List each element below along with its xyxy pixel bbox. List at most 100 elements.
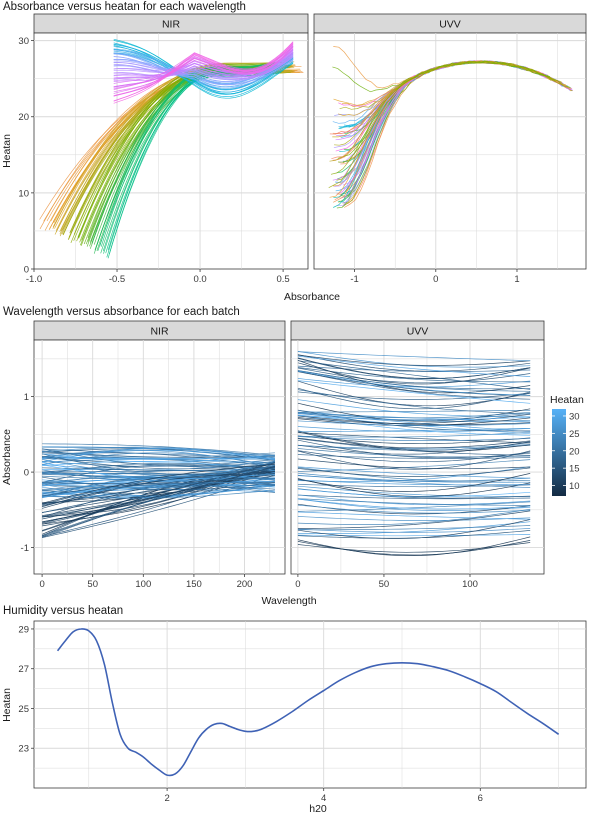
series-line: [297, 494, 531, 500]
series-line: [42, 475, 275, 481]
x-tick-label: 0: [39, 579, 44, 590]
series-line: [297, 370, 531, 400]
series-line: [113, 46, 294, 96]
series-line: [297, 367, 531, 383]
series-line: [42, 462, 275, 474]
x-axis-ticks: 0 50 100: [295, 574, 478, 590]
series-line: [113, 52, 294, 89]
x-axis-ticks: 0 50 100 150 200: [39, 574, 252, 590]
chart-3-title: Humidity versus heatan: [3, 605, 123, 617]
series-line: [42, 472, 275, 508]
x-tick-label: 1: [514, 274, 519, 285]
legend-title: Heatan: [550, 394, 584, 406]
x-tick-label: 100: [135, 579, 151, 590]
x-tick-label: 50: [379, 579, 390, 590]
series-line: [42, 470, 275, 486]
series-line: [337, 60, 556, 163]
series-line: [297, 475, 531, 483]
chart-1-facet-nir: NIR -1.0 -0.5 0.0 0.5 0 10 20 30: [18, 13, 309, 285]
series-line: [113, 43, 294, 104]
legend-ticks: 30 25 20 15 10: [552, 411, 580, 492]
series-line: [297, 415, 531, 426]
y-tick-label: 0: [24, 468, 29, 479]
x-tick-label: 50: [87, 579, 98, 590]
series-line: [42, 448, 275, 462]
x-tick-label: 6: [478, 793, 483, 804]
series-line: [297, 488, 531, 498]
series-line: [297, 525, 531, 531]
series-line: [330, 60, 570, 175]
series-line: [297, 473, 531, 492]
series-line: [41, 473, 275, 536]
series-line: [297, 521, 531, 534]
series-line: [42, 485, 275, 491]
series-line: [297, 431, 531, 438]
chart-2-y-axis-label: Absorbance: [1, 429, 13, 485]
series-line: [297, 351, 531, 362]
legend-colorbar: [552, 409, 566, 496]
series-line: [297, 430, 531, 451]
series-line: [297, 358, 531, 380]
series-line: [297, 413, 531, 421]
series-line: [42, 467, 275, 513]
chart-2-facet-nir: NIR 0 50 100 150 200 1 0 -1: [21, 320, 286, 590]
series-line: [297, 478, 531, 497]
series-line: [297, 351, 531, 368]
series-line: [297, 485, 531, 497]
chart-1-facet-uvv: UVV -1 0 1: [313, 13, 587, 285]
series-line: [297, 432, 531, 444]
series-line: [113, 53, 294, 88]
chart-2-title: Wavelength versus absorbance for each ba…: [3, 306, 240, 318]
x-axis-ticks: -1.0 -0.5 0.0 0.5: [26, 269, 290, 285]
series-line: [297, 498, 531, 511]
chart-2-x-axis-label: Wavelength: [261, 595, 316, 607]
chart-1-title: Absorbance versus heatan for each wavele…: [3, 1, 246, 13]
facet-strip-label: UVV: [439, 19, 461, 31]
x-tick-label: 0.5: [276, 274, 289, 285]
legend-tick-label: 25: [569, 429, 580, 440]
heatan-legend: Heatan 30 25 20 15 10: [550, 394, 584, 496]
series-line: [297, 427, 531, 433]
series-line: [42, 448, 275, 459]
x-tick-label: 100: [462, 579, 478, 590]
series-line: [297, 466, 531, 479]
series-line: [297, 362, 531, 385]
series-lines: [328, 46, 573, 209]
series-line: [297, 479, 531, 486]
series-line: [297, 389, 531, 415]
series-line: [297, 367, 531, 384]
series-line: [297, 444, 531, 449]
series-line: [42, 448, 275, 467]
legend-tick-label: 10: [569, 481, 580, 492]
series-line: [297, 355, 531, 377]
series-line: [297, 450, 531, 463]
series-line: [113, 42, 294, 97]
x-tick-label: 150: [186, 579, 202, 590]
series-line: [297, 459, 531, 472]
y-tick-label: 10: [18, 188, 29, 199]
series-line: [297, 360, 531, 390]
grid-lines: [34, 621, 586, 788]
series-line: [42, 481, 275, 485]
series-line: [42, 450, 275, 468]
x-tick-label: 0.0: [193, 274, 206, 285]
chart-3-x-axis-label: h20: [309, 803, 327, 815]
series-line: [297, 508, 531, 525]
humidity-heatan-line: [56, 628, 560, 777]
series-line: [42, 472, 275, 516]
series-line: [297, 371, 531, 396]
series-line: [297, 411, 531, 419]
y-tick-label: 1: [24, 392, 29, 403]
series-line: [42, 443, 275, 456]
legend-tick-label: 20: [569, 446, 580, 457]
y-axis-ticks: 0 10 20 30: [18, 36, 34, 276]
series-line: [297, 494, 531, 506]
series-line: [297, 503, 531, 515]
series-line: [42, 453, 275, 475]
plot-panel: [33, 620, 587, 789]
series-line: [297, 409, 531, 422]
x-tick-label: -1.0: [26, 274, 42, 285]
series-line: [113, 48, 294, 95]
series-line: [297, 528, 531, 533]
